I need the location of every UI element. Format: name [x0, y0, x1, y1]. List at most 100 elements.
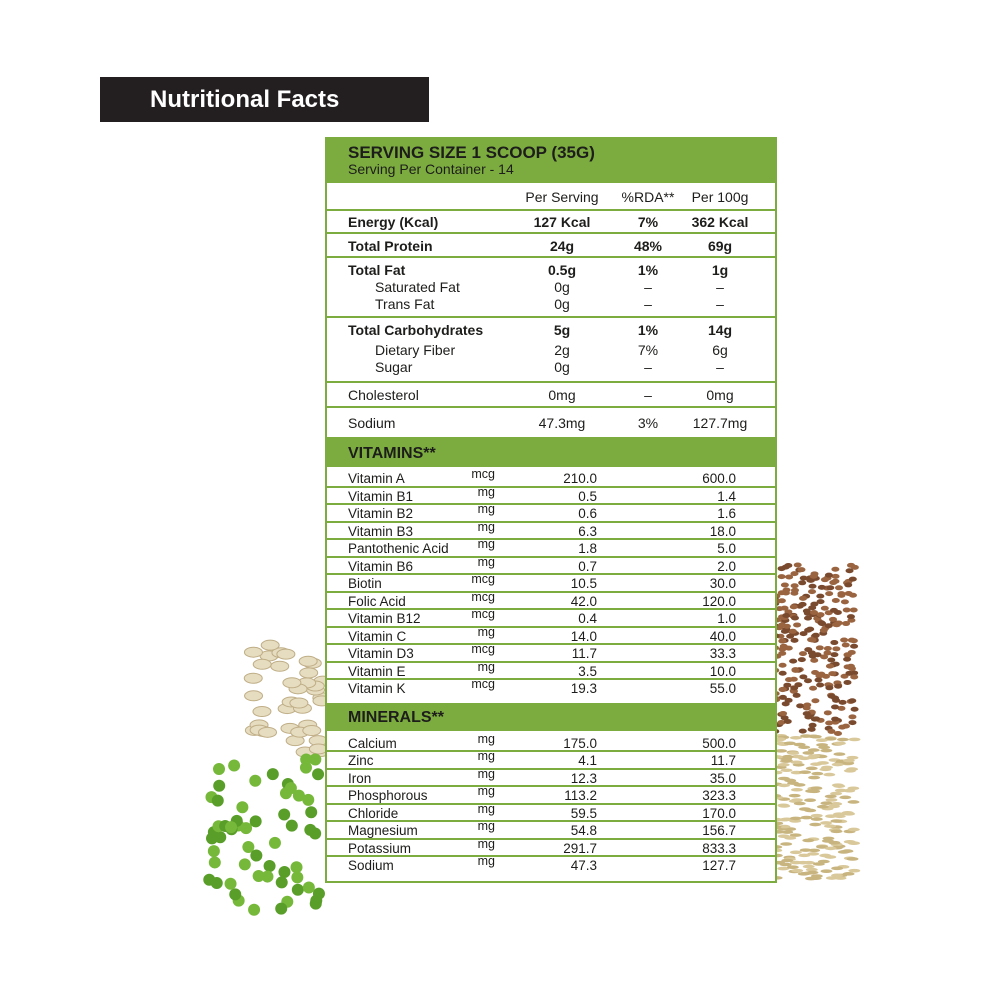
unit: mg — [477, 766, 495, 781]
name: Vitamin E — [348, 663, 406, 679]
flaxseed — [797, 567, 806, 573]
flaxseed — [797, 657, 806, 663]
flaxseed — [843, 656, 852, 662]
flaxseed — [812, 716, 821, 722]
flaxseed — [785, 677, 794, 683]
per-100g-value: 362 Kcal — [691, 214, 749, 230]
per-serving-value: 1.8 — [578, 541, 597, 556]
nutrient-row: Total Carbohydrates 5g 1% 14g Dietary Fiber 2… — [327, 318, 775, 383]
unit: mcg — [471, 589, 495, 604]
flaxseed — [824, 572, 833, 578]
green-pea — [302, 793, 315, 806]
green-pea — [229, 888, 242, 901]
rice-grain — [805, 766, 818, 771]
name: Vitamin B6 — [348, 558, 414, 574]
flaxseed — [778, 638, 787, 644]
rice-grain — [831, 866, 844, 871]
rice-grain — [790, 860, 803, 865]
rice-grain — [820, 748, 833, 753]
rice-grain — [783, 741, 796, 746]
flaxseed — [827, 657, 836, 663]
flaxseed — [816, 599, 825, 605]
per-100g-value: – — [716, 296, 724, 312]
per-100g-value: – — [716, 359, 724, 375]
flaxseed — [808, 722, 817, 728]
rice-grain — [790, 787, 803, 792]
flaxseed — [850, 706, 859, 712]
pumpkin-seed — [243, 672, 263, 684]
vitamin-row: Vitamin B3 mg 6.3 18.0 — [327, 520, 775, 540]
flaxseed — [832, 697, 841, 703]
per-100g-value: 18.0 — [709, 523, 736, 539]
green-pea — [242, 841, 255, 854]
per-serving-value: 0.6 — [578, 506, 597, 521]
green-pea — [208, 856, 221, 869]
flaxseed — [834, 683, 843, 689]
pumpkin-seed — [289, 697, 309, 709]
rda-value: 3% — [637, 415, 659, 431]
flaxseed — [830, 652, 839, 658]
rice-grain — [830, 819, 843, 823]
mineral-row: Phosphorous mg 113.2 323.3 — [327, 784, 775, 805]
name: Potassium — [348, 840, 412, 856]
per-100g-value: 170.0 — [702, 805, 736, 821]
per-100g-value: 6g — [712, 342, 728, 358]
flaxseed — [789, 604, 798, 610]
rice-grain — [793, 801, 806, 806]
per-100g-value: 11.7 — [710, 753, 736, 768]
rice-grain — [824, 855, 837, 859]
flaxseed — [778, 694, 787, 700]
flaxseed — [848, 592, 857, 598]
mineral-row: Chloride mg 59.5 170.0 — [327, 802, 775, 822]
per-serving-value: 24g — [549, 237, 575, 254]
per-100g-value: 10.0 — [709, 663, 736, 679]
vitamin-row: Vitamin E mg 3.5 10.0 — [327, 660, 775, 680]
rice-grain — [789, 833, 802, 837]
flaxseed — [789, 658, 798, 664]
green-pea — [284, 782, 297, 795]
rice-grain — [777, 776, 790, 781]
per-serving-value: 10.5 — [570, 576, 597, 591]
rice-grain — [781, 858, 794, 863]
rice-grain — [839, 795, 852, 800]
flaxseed — [840, 637, 849, 643]
mineral-row: Zinc mg 4.1 11.7 — [327, 749, 775, 770]
per-100g-value: 500.0 — [702, 735, 736, 751]
rice-grain — [824, 794, 837, 799]
flaxseed — [779, 711, 788, 717]
flaxseed — [831, 573, 840, 579]
per-serving-value: 210.0 — [563, 471, 597, 486]
rice-grain — [834, 876, 847, 880]
rice-grain — [832, 812, 845, 816]
mineral-row: Calcium mg 175.0 500.0 — [327, 732, 775, 752]
flaxseed — [820, 577, 829, 583]
flaxseed — [850, 674, 859, 680]
rice-grain — [791, 754, 804, 759]
per-serving-value: 127 Kcal — [533, 214, 591, 230]
green-pea — [225, 821, 238, 834]
per-serving-value: 19.3 — [570, 681, 597, 696]
rice-grain — [837, 850, 850, 854]
rice-grain — [777, 834, 790, 838]
unit: mg — [477, 749, 495, 763]
per-100g-value: 2.0 — [717, 558, 736, 574]
green-pea — [268, 836, 281, 849]
rice-grain — [805, 867, 818, 872]
flaxseed — [833, 609, 842, 615]
flaxseed — [823, 650, 832, 656]
flaxseed — [790, 571, 799, 577]
flaxseed — [778, 670, 787, 676]
nutrient-label: Sodium — [348, 415, 396, 431]
green-pea — [213, 779, 226, 792]
flaxseed — [780, 605, 789, 611]
green-pea — [305, 806, 318, 819]
rice-grain — [822, 836, 835, 841]
flaxseed — [842, 607, 851, 613]
per-serving-value: 54.8 — [570, 823, 597, 838]
vitamin-row: Biotin mcg 10.5 30.0 — [327, 572, 775, 593]
rice-grain — [786, 865, 799, 869]
flaxseed — [793, 622, 802, 628]
rice-grain — [777, 783, 790, 788]
unit: mg — [477, 819, 495, 833]
name: Phosphorous — [348, 788, 428, 803]
